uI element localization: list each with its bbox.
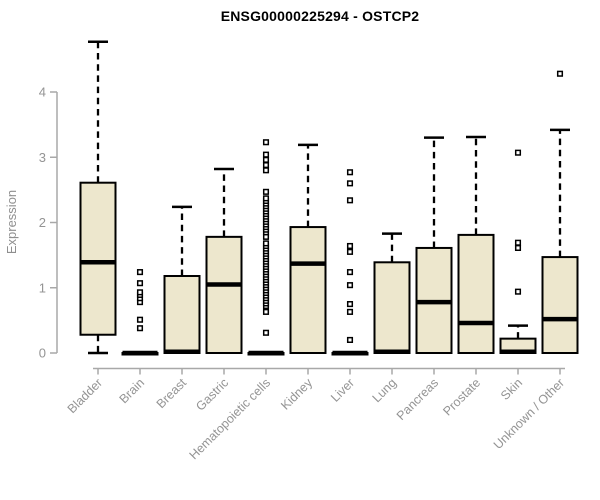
outlier-point xyxy=(136,280,144,287)
box xyxy=(79,181,117,336)
boxplot-group-pancreas xyxy=(415,136,453,354)
x-tick-label-prostate: Prostate xyxy=(440,376,483,419)
outlier-point xyxy=(514,244,522,251)
box xyxy=(457,233,495,355)
outlier-point xyxy=(262,240,270,247)
outlier-point xyxy=(262,195,270,202)
outlier-point xyxy=(262,139,270,146)
boxplot-group-brain xyxy=(121,269,159,356)
outlier-point xyxy=(262,156,270,163)
boxplot-group-unknown-other xyxy=(541,70,579,354)
box xyxy=(205,235,243,354)
y-tick-label: 4 xyxy=(39,85,46,100)
box xyxy=(541,256,579,354)
outlier-point xyxy=(346,308,354,315)
outlier-point xyxy=(262,162,270,169)
boxplot-group-lung xyxy=(373,232,411,354)
y-tick-label: 1 xyxy=(39,280,46,295)
outlier-point xyxy=(346,180,354,187)
boxplot-group-bladder xyxy=(79,40,117,355)
box xyxy=(163,275,201,355)
boxplot-group-prostate xyxy=(457,135,495,355)
outlier-point xyxy=(136,316,144,323)
outlier-point xyxy=(262,308,270,315)
box xyxy=(289,226,327,355)
y-tick-label: 2 xyxy=(39,215,46,230)
x-tick-label-pancreas: Pancreas xyxy=(394,376,441,423)
outlier-point xyxy=(262,151,270,158)
outlier-point xyxy=(346,301,354,308)
boxplot-group-gastric xyxy=(205,167,243,354)
box xyxy=(373,261,411,354)
boxplot-group-breast xyxy=(163,205,201,355)
x-tick-label-gastric: Gastric xyxy=(193,376,231,414)
x-tick-label-skin: Skin xyxy=(498,376,525,403)
boxplot-group-skin xyxy=(499,149,537,354)
y-tick-label: 0 xyxy=(39,346,46,361)
outlier-point xyxy=(136,289,144,296)
x-tick-label-hematopoietic-cells: Hematopoietic cells xyxy=(187,376,274,463)
outlier-point xyxy=(262,329,270,336)
outlier-point xyxy=(262,188,270,195)
outlier-point xyxy=(346,197,354,204)
outlier-point xyxy=(136,269,144,276)
boxplot-group-hematopoietic-cells xyxy=(247,139,285,356)
chart-title: ENSG00000225294 - OSTCP2 xyxy=(220,8,420,24)
boxplot-group-kidney xyxy=(289,143,327,355)
x-tick-label-unknown-other: Unknown / Other xyxy=(491,376,567,452)
outlier-point xyxy=(262,167,270,174)
outlier-point xyxy=(346,269,354,276)
x-tick-label-liver: Liver xyxy=(328,376,357,405)
outlier-point xyxy=(514,288,522,295)
outlier-point xyxy=(346,282,354,289)
outlier-point xyxy=(346,336,354,343)
outlier-point xyxy=(346,248,354,255)
x-tick-label-brain: Brain xyxy=(117,376,148,407)
y-tick-label: 3 xyxy=(39,150,46,165)
x-tick-label-kidney: Kidney xyxy=(278,375,315,412)
outlier-point xyxy=(556,70,564,77)
x-tick-label-breast: Breast xyxy=(154,375,190,411)
outlier-point xyxy=(514,239,522,246)
outlier-point xyxy=(136,325,144,332)
boxplot-group-liver xyxy=(331,169,369,356)
outlier-point xyxy=(514,149,522,156)
outlier-point xyxy=(346,242,354,250)
x-tick-label-bladder: Bladder xyxy=(65,376,105,416)
x-tick-label-lung: Lung xyxy=(370,376,400,406)
outlier-point xyxy=(346,169,354,176)
